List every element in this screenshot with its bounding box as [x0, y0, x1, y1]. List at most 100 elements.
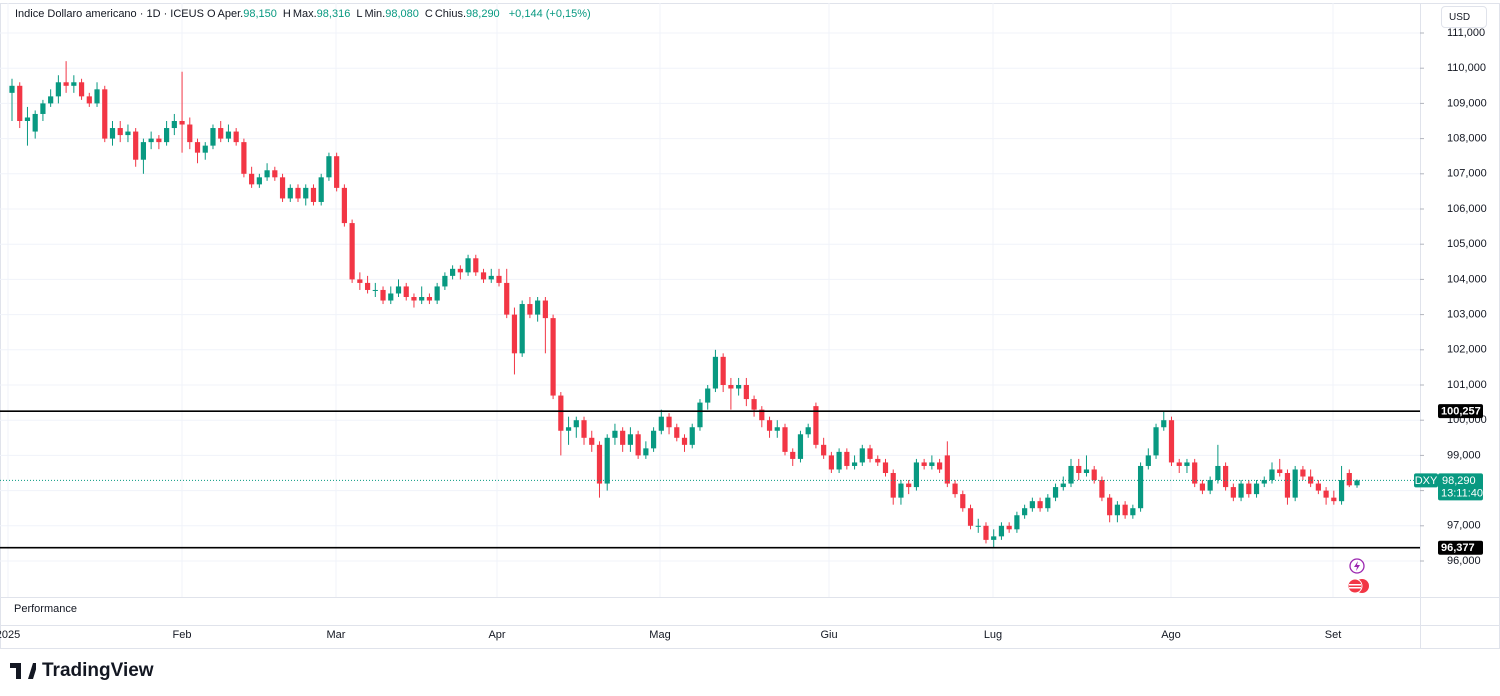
candle-body: [705, 388, 711, 403]
candle-body: [1184, 462, 1190, 466]
candle-body: [109, 128, 116, 139]
y-tick-label: 104,000: [1447, 273, 1487, 285]
candle-body: [527, 304, 533, 315]
candle-body: [581, 420, 587, 438]
level-label-box: [1438, 540, 1483, 555]
y-tick-label: 102,000: [1447, 344, 1487, 356]
x-tick-label: Lug: [984, 629, 1002, 641]
candle-body: [225, 131, 232, 139]
candle-body: [426, 297, 433, 301]
candle-body: [272, 170, 278, 178]
candle-body: [635, 434, 641, 456]
event-icon-bolt: [1354, 561, 1360, 571]
ohlc-value: 98,080: [385, 8, 419, 20]
x-tick-label: Mar: [327, 629, 346, 641]
candle-body: [921, 462, 927, 466]
candle-body: [372, 289, 378, 291]
candle-body: [875, 458, 881, 463]
candle-body: [1037, 501, 1043, 509]
candle-body: [620, 430, 626, 445]
candle-body: [349, 223, 355, 280]
ohlc-key: O: [206, 8, 216, 20]
candle-body: [55, 82, 61, 97]
x-tick-label: Ago: [1161, 629, 1181, 641]
ohlc-name: Aper.: [217, 8, 244, 20]
candle-body: [450, 268, 456, 276]
candle-body: [63, 82, 69, 86]
candle-body: [117, 128, 123, 136]
ohlc-value: 98,290: [466, 8, 500, 20]
y-tick-label: 107,000: [1447, 168, 1487, 180]
currency-button[interactable]: USD: [1441, 6, 1487, 28]
candle-body: [1045, 497, 1051, 509]
candle-body: [1207, 480, 1213, 491]
candle-body: [751, 399, 757, 410]
candle-body: [650, 430, 657, 449]
candle-body: [1223, 465, 1229, 488]
ohlc-name: Chius.: [434, 8, 467, 20]
candle-body: [1192, 462, 1198, 484]
candle-body: [743, 385, 749, 400]
countdown-label: 13:11:40: [1441, 487, 1483, 499]
candle-body: [542, 300, 548, 319]
candle-body: [851, 462, 858, 466]
price-change: +0,144 (+0,15%): [508, 8, 591, 20]
candle-body: [148, 138, 154, 143]
y-tick-label: 109,000: [1447, 97, 1487, 109]
candle-body: [202, 145, 208, 153]
candle-body: [287, 187, 293, 199]
ohlc-key: C: [424, 8, 433, 20]
candle-body: [991, 536, 997, 540]
candle-body: [604, 437, 610, 484]
candle-body: [805, 427, 811, 435]
candle-body: [504, 282, 510, 315]
candle-body: [419, 297, 425, 301]
candle-body: [766, 420, 773, 431]
candle-body: [558, 395, 564, 431]
candle-body: [728, 385, 734, 389]
ohlc-key: L: [356, 8, 363, 20]
candle-body: [596, 444, 603, 484]
candle-body: [194, 142, 201, 153]
candle-body: [674, 427, 680, 438]
candle-body: [279, 177, 286, 199]
candle-body: [395, 286, 402, 294]
candle-body: [1099, 480, 1105, 498]
candle-body: [1253, 483, 1260, 495]
candle-body: [1230, 487, 1236, 498]
candle-body: [1145, 455, 1151, 466]
candle-body: [882, 462, 889, 473]
candle-body: [944, 455, 950, 484]
candle-body: [1060, 483, 1066, 488]
candle-body: [164, 128, 170, 143]
ohlc-name: Max.: [292, 8, 317, 20]
candle-body: [1107, 497, 1113, 516]
candle-body: [310, 187, 317, 202]
candle-body: [133, 131, 139, 160]
chart-frame: [0, 3, 1500, 649]
symbol-tag-label: DXY: [1415, 475, 1438, 487]
candle-body: [78, 82, 85, 97]
candle-body: [697, 402, 703, 428]
candle-body: [32, 113, 38, 132]
ohlc-values: O Aper.98,150 H Max.98,316 L Min.98,080 C Chius…: [207, 8, 506, 20]
candle-body: [1029, 501, 1035, 509]
candle-body: [9, 85, 15, 93]
level-label-box: [1438, 404, 1483, 419]
candle-body: [241, 142, 247, 174]
candle-body: [1308, 476, 1314, 484]
event-icon[interactable]: [1347, 578, 1363, 594]
candle-body: [952, 483, 958, 495]
ohlc-value: 98,316: [316, 8, 351, 20]
candle-body: [859, 448, 865, 463]
candle-body: [774, 427, 780, 431]
y-tick-label: 96,000: [1447, 555, 1481, 567]
ohlc-value: 98,150: [243, 8, 277, 20]
candle-body: [465, 258, 471, 273]
candle-body: [913, 462, 920, 488]
candle-body: [519, 304, 525, 354]
candle-body: [488, 275, 494, 280]
